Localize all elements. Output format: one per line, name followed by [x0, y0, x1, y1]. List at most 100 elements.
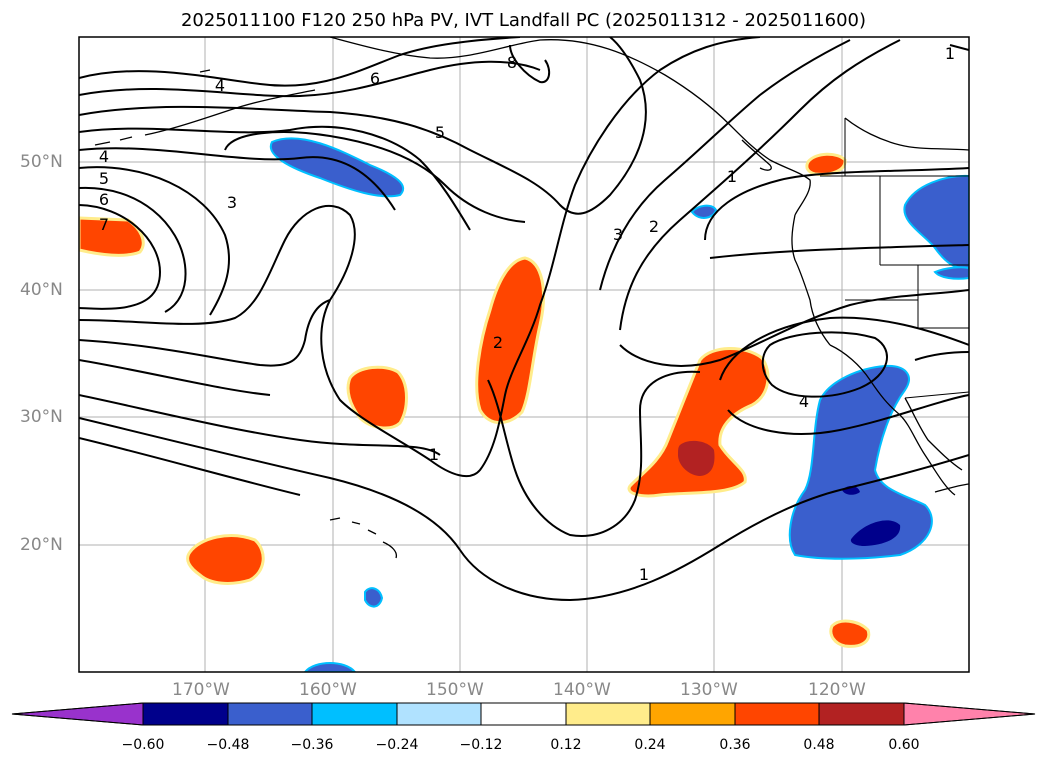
contour-label: 5	[99, 169, 109, 188]
blue-region-california-strip	[933, 266, 969, 280]
colorbar-extend-right	[903, 702, 1036, 726]
contour-line	[79, 299, 331, 367]
contour-label: 2	[649, 217, 659, 236]
contour-line	[487, 370, 701, 537]
hawaii-islands	[329, 517, 398, 559]
colorbar	[11, 702, 1036, 726]
lon-label: 130°W	[680, 680, 738, 700]
contour-label: 1	[727, 167, 737, 186]
contour-line	[704, 167, 969, 241]
lat-label: 40°N	[20, 280, 63, 300]
bc-coast	[791, 214, 831, 346]
contour-label: 4	[99, 147, 109, 166]
colorbar-tick-label: −0.48	[206, 737, 250, 753]
alaska-coast	[329, 37, 811, 216]
contour-line	[79, 60, 541, 98]
contour-line	[619, 39, 901, 331]
aleutian-dots	[94, 69, 211, 146]
dark-red-core	[678, 440, 715, 476]
lat-label: 50°N	[20, 152, 63, 172]
colorbar-segment	[227, 702, 313, 726]
contour-label: 1	[639, 565, 649, 584]
lat-label: 20°N	[20, 535, 63, 555]
colorbar-outline	[11, 702, 1036, 726]
colorbar-tick-label: 0.24	[634, 737, 666, 753]
colorbar-segment	[142, 702, 229, 726]
contour-line	[79, 166, 231, 316]
colorbar-segment	[565, 702, 651, 726]
colorbar-segment	[734, 702, 820, 726]
colorbar-tick-label: −0.24	[375, 737, 419, 753]
colorbar-tick-label: 0.12	[550, 737, 582, 753]
dark-blue-core-1	[850, 520, 901, 546]
contour-line	[619, 289, 969, 367]
contour-label: 8	[507, 53, 517, 72]
contour-line	[79, 437, 301, 496]
contour-line	[79, 125, 471, 231]
lat-label: 30°N	[20, 407, 63, 427]
baja-coast	[904, 397, 963, 471]
chart-title: 2025011100 F120 250 hPa PV, IVT Landfall…	[180, 10, 867, 31]
red-region-baja-south	[829, 619, 871, 648]
contour-line	[79, 394, 441, 456]
lon-label: 120°W	[808, 680, 866, 700]
contour-line	[761, 331, 888, 398]
blue-region-gulf-of-alaska	[269, 137, 405, 198]
red-region-bc-coast	[805, 152, 847, 176]
colorbar-tick-label: −0.36	[290, 737, 334, 753]
colorbar-segment	[649, 702, 736, 726]
mexico-coast	[934, 483, 969, 493]
contour-label: 4	[215, 76, 225, 95]
contour-label: 3	[227, 193, 237, 212]
contour-line	[79, 147, 396, 211]
contour-label: 1	[429, 445, 439, 464]
us-mexico-border	[904, 391, 969, 399]
contour-line	[79, 204, 162, 310]
colorbar-segment	[396, 702, 482, 726]
positive-anomaly-regions	[79, 152, 871, 648]
contour-line	[79, 37, 761, 478]
negative-anomaly-regions	[269, 137, 969, 672]
contour-line	[914, 351, 969, 361]
contour-line	[79, 186, 187, 313]
colorbar-segment	[818, 702, 905, 726]
red-region-east-pacific	[627, 347, 770, 498]
colorbar-tick-label: 0.60	[888, 737, 920, 753]
contour-label: 1	[945, 44, 955, 63]
contour-label: 6	[99, 190, 109, 209]
vancouver-island	[741, 139, 772, 171]
colorbar-tick-label: −0.12	[459, 737, 503, 753]
contour-line	[719, 316, 969, 381]
contour-line	[949, 44, 969, 51]
contour-line	[79, 37, 521, 87]
contour-line	[224, 131, 526, 223]
colorbar-segment	[311, 702, 398, 726]
colorbar-tick-label: −0.60	[121, 737, 165, 753]
lon-label: 150°W	[426, 680, 484, 700]
lon-label: 160°W	[299, 680, 357, 700]
contour-label: 5	[435, 123, 445, 142]
rockies-border	[844, 117, 969, 151]
contour-line	[79, 359, 271, 396]
contour-label: 3	[613, 225, 623, 244]
contour-label: 2	[493, 333, 503, 352]
blue-region-hawaii	[364, 587, 384, 608]
contour-label: 7	[99, 215, 109, 234]
contour-line	[509, 44, 551, 84]
contour-line	[709, 244, 969, 259]
contour-line	[79, 37, 647, 215]
contour-line	[727, 394, 969, 435]
colorbar-tick-label: 0.48	[803, 737, 835, 753]
map-frame	[78, 36, 970, 673]
contour-labels: 4 6 8 5 4 5 6 7 3 3 2 1 2 1 4 1 1	[99, 44, 955, 584]
contour-label: 4	[799, 392, 809, 411]
blue-region-small-offshore	[690, 204, 718, 219]
contour-label: 6	[370, 69, 380, 88]
contour-line	[599, 39, 851, 291]
red-region-west-pacific	[346, 365, 408, 430]
lon-label: 170°W	[172, 680, 230, 700]
lon-label: 140°W	[553, 680, 611, 700]
red-region-southwest	[186, 534, 265, 585]
